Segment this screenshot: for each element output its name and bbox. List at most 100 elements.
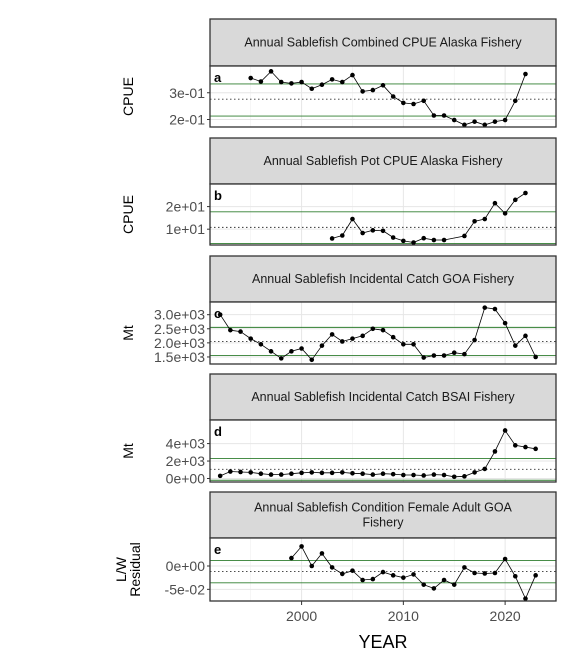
y-axis-label: Mt <box>120 443 136 459</box>
panel-border <box>209 65 557 128</box>
data-point <box>421 98 427 104</box>
data-point <box>441 237 447 243</box>
panel-strip <box>209 18 557 67</box>
data-point <box>512 98 518 104</box>
data-point <box>278 472 284 477</box>
panel-strip <box>209 491 557 539</box>
data-point <box>238 329 243 334</box>
data-point <box>370 576 376 582</box>
y-tick-label: 0e+00 <box>166 471 206 487</box>
data-point <box>411 240 416 245</box>
data-point <box>248 336 254 341</box>
y-axis-label: Mt <box>120 325 136 341</box>
y-tick-label: 2e-01 <box>169 112 205 128</box>
y-tick-label: 2.0e+03 <box>154 335 205 351</box>
x-tick-label: 2010 <box>388 608 419 624</box>
data-point <box>411 472 416 478</box>
y-axis-label: CPUE <box>120 195 136 234</box>
data-point <box>370 87 376 93</box>
data-point <box>329 77 335 82</box>
data-point <box>512 343 518 348</box>
y-tick-label: 3.0e+03 <box>154 307 205 323</box>
panels-layer: Annual Sablefish Combined CPUE Alaska Fi… <box>113 18 557 602</box>
data-point <box>472 570 477 576</box>
y-axis-label: CPUE <box>120 77 136 116</box>
y-tick-label: 2.5e+03 <box>154 321 205 337</box>
panel-d: Annual Sablefish Incidental Catch BSAI F… <box>120 373 557 487</box>
panel-border <box>209 419 557 483</box>
panel-border <box>209 301 557 365</box>
data-point <box>248 75 254 81</box>
data-point <box>523 444 528 450</box>
data-point <box>441 472 447 478</box>
data-point <box>411 572 416 577</box>
data-point <box>380 327 386 333</box>
data-point <box>451 582 457 587</box>
x-tick-label: 2020 <box>490 608 521 624</box>
data-point <box>401 575 406 580</box>
data-point <box>238 469 243 475</box>
data-point <box>289 81 294 86</box>
data-point <box>350 470 355 476</box>
panel-letter: b <box>214 188 222 203</box>
data-point <box>278 79 284 85</box>
x-axis-label: YEAR <box>358 632 407 652</box>
data-point <box>309 357 315 363</box>
data-point <box>319 343 325 348</box>
data-point <box>431 586 437 591</box>
data-point <box>472 337 477 343</box>
data-point <box>268 472 274 477</box>
data-point <box>217 312 223 317</box>
data-point <box>390 573 396 578</box>
data-point <box>299 470 304 476</box>
data-point <box>350 216 355 222</box>
y-tick-label: 1e+01 <box>166 221 206 237</box>
data-point <box>533 354 538 360</box>
panel-background <box>210 66 556 127</box>
data-point <box>441 113 447 118</box>
data-point <box>268 349 274 354</box>
data-point <box>472 119 477 124</box>
y-tick-label: 2e+01 <box>166 199 206 215</box>
data-point <box>390 235 396 240</box>
data-point <box>421 235 427 241</box>
data-point <box>482 216 488 222</box>
data-point <box>380 228 386 234</box>
data-point <box>339 233 345 238</box>
series-line <box>250 70 526 126</box>
y-tick-label: 1.5e+03 <box>154 349 205 365</box>
data-point <box>462 351 467 357</box>
data-point <box>339 470 345 475</box>
panel-border <box>209 537 557 602</box>
data-point <box>512 573 518 579</box>
panel-letter: a <box>214 70 222 85</box>
data-point <box>451 117 457 123</box>
data-point <box>289 555 294 561</box>
data-point <box>421 473 427 478</box>
data-point <box>319 82 325 88</box>
panel-title: Annual Sablefish Combined CPUE Alaska Fi… <box>244 36 522 50</box>
data-point <box>523 190 528 196</box>
data-point <box>390 334 396 340</box>
data-point <box>523 71 528 77</box>
data-point <box>462 233 467 239</box>
data-point <box>462 474 467 479</box>
data-point <box>309 563 315 569</box>
data-point <box>360 471 365 477</box>
data-point <box>258 341 264 347</box>
panel-title: Annual Sablefish Incidental Catch BSAI F… <box>251 390 515 404</box>
data-point <box>390 471 396 477</box>
data-point <box>492 449 498 454</box>
data-point <box>482 305 488 310</box>
data-point <box>411 341 416 347</box>
data-point <box>512 443 518 448</box>
y-tick-label: 2e+03 <box>166 453 206 469</box>
data-point <box>370 472 376 477</box>
data-point <box>421 582 427 587</box>
y-axis-label: Residual <box>127 542 143 596</box>
data-point <box>533 446 538 452</box>
data-point <box>360 577 365 583</box>
data-point <box>350 568 355 573</box>
data-point <box>431 113 437 118</box>
data-point <box>380 82 386 88</box>
